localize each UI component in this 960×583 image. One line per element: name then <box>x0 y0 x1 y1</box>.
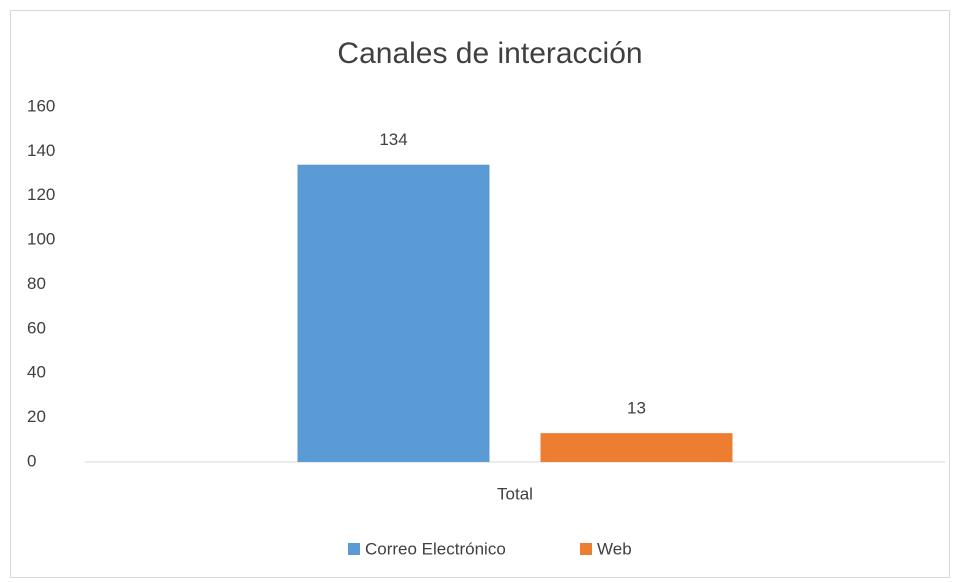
legend-label: Web <box>597 539 632 558</box>
y-tick-label: 0 <box>27 451 36 470</box>
data-label: 13 <box>627 399 646 418</box>
y-tick-label: 160 <box>27 96 55 115</box>
legend-swatch <box>348 543 360 555</box>
chart-title: Canales de interacción <box>337 37 642 70</box>
x-tick-label: Total <box>497 484 533 503</box>
data-label: 134 <box>379 130 407 149</box>
bar <box>540 433 733 462</box>
bar <box>297 164 490 462</box>
legend-swatch <box>580 543 592 555</box>
y-tick-label: 40 <box>27 363 46 382</box>
y-tick-label: 140 <box>27 141 55 160</box>
legend-label: Correo Electrónico <box>365 539 506 558</box>
y-tick-label: 20 <box>27 407 46 426</box>
y-tick-label: 100 <box>27 230 55 249</box>
y-tick-label: 80 <box>27 274 46 293</box>
y-tick-label: 120 <box>27 185 55 204</box>
y-tick-label: 60 <box>27 318 46 337</box>
